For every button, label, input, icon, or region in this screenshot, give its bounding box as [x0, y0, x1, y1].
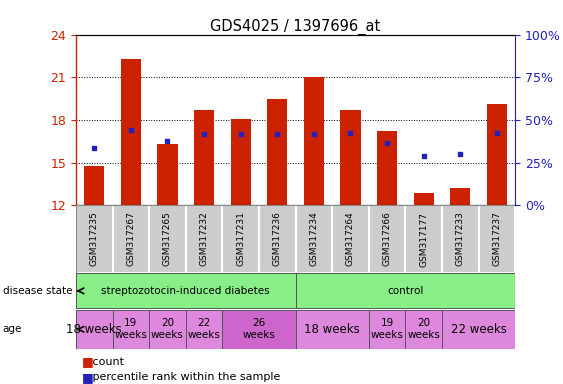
Text: 22
weeks: 22 weeks [187, 318, 221, 340]
Text: GSM317265: GSM317265 [163, 212, 172, 266]
Text: GSM317233: GSM317233 [456, 212, 464, 266]
Text: 20
weeks: 20 weeks [407, 318, 440, 340]
Bar [113, 205, 149, 273]
Bar [259, 205, 296, 273]
Bar [158, 144, 177, 205]
Text: GSM317267: GSM317267 [127, 212, 135, 266]
Text: control: control [387, 286, 423, 296]
Text: 18 weeks: 18 weeks [66, 323, 122, 336]
Text: 19
weeks: 19 weeks [370, 318, 404, 340]
Bar [332, 205, 369, 273]
Text: GSM317177: GSM317177 [419, 212, 428, 266]
Bar [296, 205, 332, 273]
Text: GSM317266: GSM317266 [383, 212, 391, 266]
Bar [76, 273, 296, 308]
Bar [369, 310, 405, 349]
Text: count: count [82, 356, 124, 367]
Text: GSM317236: GSM317236 [273, 212, 282, 266]
Bar [222, 310, 296, 349]
Bar [267, 99, 287, 205]
Bar [442, 310, 515, 349]
Bar [450, 189, 470, 205]
Bar [149, 310, 186, 349]
Bar [113, 310, 149, 349]
Text: percentile rank within the sample: percentile rank within the sample [82, 372, 280, 382]
Text: GSM317264: GSM317264 [346, 212, 355, 266]
Text: GSM317234: GSM317234 [310, 212, 318, 266]
Text: 22 weeks: 22 weeks [450, 323, 507, 336]
Text: age: age [3, 324, 22, 334]
Bar [186, 310, 222, 349]
Bar [186, 205, 222, 273]
Text: GSM317231: GSM317231 [236, 212, 245, 266]
Bar [121, 59, 141, 205]
Bar [405, 205, 442, 273]
Bar [194, 110, 214, 205]
Bar [304, 77, 324, 205]
Bar [76, 205, 113, 273]
Text: 19
weeks: 19 weeks [114, 318, 148, 340]
Bar [442, 205, 479, 273]
Bar [149, 205, 186, 273]
Bar [341, 110, 360, 205]
Bar [414, 193, 434, 205]
Bar [222, 205, 259, 273]
Bar [296, 310, 369, 349]
Text: streptozotocin-induced diabetes: streptozotocin-induced diabetes [101, 286, 270, 296]
Bar [377, 131, 397, 205]
Text: 18 weeks: 18 weeks [304, 323, 360, 336]
Text: ■: ■ [82, 371, 93, 384]
Bar [296, 273, 515, 308]
Bar [369, 205, 405, 273]
Bar [405, 310, 442, 349]
Text: GSM317237: GSM317237 [493, 212, 501, 266]
Text: ■: ■ [82, 355, 93, 368]
Bar [479, 205, 515, 273]
Title: GDS4025 / 1397696_at: GDS4025 / 1397696_at [211, 18, 381, 35]
Bar [231, 119, 251, 205]
Text: disease state: disease state [3, 286, 72, 296]
Text: GSM317232: GSM317232 [200, 212, 208, 266]
Text: 20
weeks: 20 weeks [151, 318, 184, 340]
Bar [487, 104, 507, 205]
Text: GSM317235: GSM317235 [90, 212, 99, 266]
Bar [84, 166, 104, 205]
Text: 26
weeks: 26 weeks [243, 318, 275, 340]
Bar [76, 310, 113, 349]
